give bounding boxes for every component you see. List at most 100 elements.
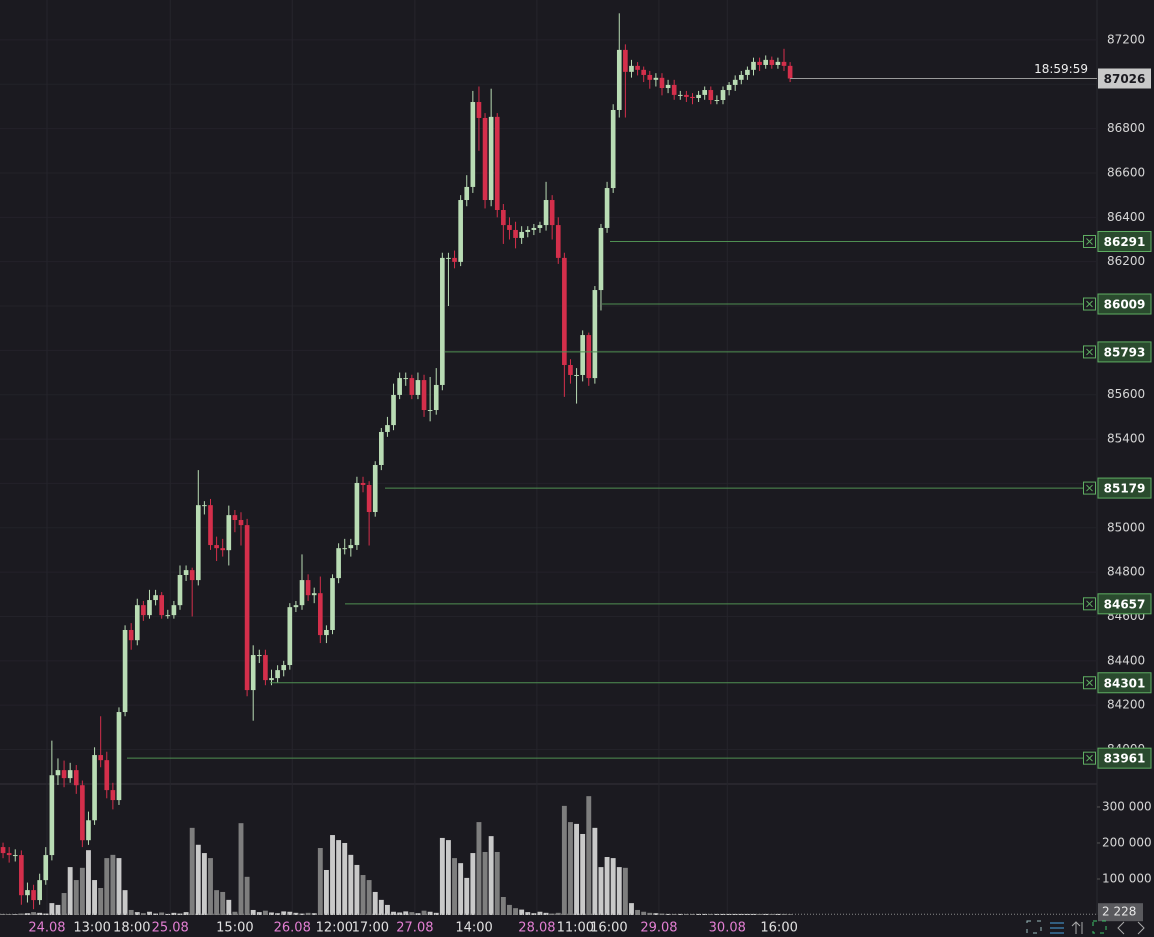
candle-body — [751, 61, 756, 70]
volume-bar — [104, 858, 110, 915]
volume-bar — [171, 912, 177, 915]
y-tick-label: 87200 — [1107, 32, 1145, 46]
candle-body — [629, 65, 634, 72]
candle-body — [519, 231, 524, 238]
volume-bar — [378, 899, 384, 915]
candle-body — [470, 102, 476, 187]
volume-bar — [464, 877, 470, 915]
candle-body — [80, 785, 85, 841]
volume-bar — [299, 913, 305, 915]
y-tick-label: 86200 — [1107, 254, 1145, 268]
candle-body — [690, 96, 695, 99]
x-tick-label: 24.08 — [28, 921, 65, 936]
volume-bar — [86, 850, 91, 915]
last-price-label: 87026 — [1104, 72, 1146, 86]
candle-body — [641, 69, 646, 75]
volume-bar — [189, 827, 195, 915]
candle-body — [226, 515, 232, 551]
volume-bar — [525, 912, 531, 915]
level-cancel-x — [1086, 484, 1093, 492]
volume-bar — [720, 913, 726, 915]
volume-tick-label: 100 000 — [1102, 871, 1152, 885]
scroll-left[interactable] — [1117, 921, 1125, 935]
volume-bar — [232, 911, 238, 915]
volume-bar — [61, 893, 67, 915]
volume-bar — [256, 912, 262, 915]
volume-bar — [647, 912, 653, 915]
x-tick-label: 29.08 — [640, 921, 677, 936]
x-tick-label: 30.08 — [709, 921, 746, 936]
x-tick-label: 18:00 — [113, 921, 150, 936]
volume-bar — [354, 864, 360, 915]
volume-bar — [531, 913, 537, 915]
candle-body — [623, 49, 628, 72]
candle-body — [171, 605, 177, 616]
volume-bar — [427, 911, 433, 915]
candle-body — [183, 570, 189, 575]
volume-bar — [147, 911, 152, 915]
level-cancel-x — [1086, 348, 1093, 356]
candle-body — [25, 890, 30, 896]
x-tick-label: 16:00 — [590, 921, 627, 936]
candle-body — [531, 227, 537, 230]
candle-body — [745, 69, 750, 75]
level-cancel-x — [1086, 300, 1093, 308]
volume-bar — [281, 911, 287, 915]
volume-bar — [452, 858, 457, 915]
volume-bar — [592, 827, 598, 915]
candle-body — [513, 229, 518, 238]
volume-bar — [574, 823, 580, 915]
volume-bar — [561, 805, 567, 915]
level-label: 86009 — [1104, 298, 1146, 312]
candle-body — [244, 525, 250, 691]
volume-bar — [159, 912, 165, 915]
toolbar[interactable] — [1026, 920, 1145, 935]
level-label-box — [1097, 230, 1152, 252]
volume-bar — [433, 912, 439, 915]
x-tick-label: 13:00 — [73, 921, 110, 936]
volume-bar — [208, 858, 213, 915]
candle-body — [671, 84, 677, 95]
candle-body — [134, 605, 140, 641]
last-volume-label: 2 228 — [1102, 905, 1136, 919]
candle-body — [409, 378, 415, 395]
volume-bar — [372, 891, 378, 915]
volume-bar — [409, 912, 415, 915]
candle-body — [787, 65, 793, 79]
volume-bar — [482, 851, 488, 915]
scale-icon[interactable] — [1071, 921, 1083, 934]
volume-bar — [220, 891, 226, 915]
volume-bar — [55, 904, 61, 915]
candle-body — [360, 482, 366, 485]
y-tick-label: 86800 — [1107, 121, 1145, 135]
candle-body — [110, 790, 116, 801]
volume-bar — [641, 911, 647, 915]
zoom-icon[interactable] — [1092, 920, 1107, 934]
scroll-right[interactable] — [1137, 921, 1145, 935]
volume-bar — [323, 869, 329, 915]
level-label-box — [1097, 747, 1152, 769]
candle-body — [433, 384, 439, 411]
candle-body — [665, 84, 671, 89]
candle-body — [440, 257, 445, 385]
volume-bar — [293, 912, 299, 915]
candle-body — [488, 116, 494, 201]
level-label-box — [1097, 293, 1152, 315]
x-tick-label: 28.08 — [518, 921, 555, 936]
volume-bar — [507, 904, 512, 915]
candle-body — [220, 548, 226, 551]
candle-body — [55, 770, 61, 776]
volume-bar — [781, 913, 787, 915]
y-tick-label: 84400 — [1107, 653, 1145, 667]
fullscreen-icon[interactable] — [1026, 920, 1042, 934]
candle-body — [494, 116, 500, 210]
candle-body — [311, 593, 317, 596]
level-label: 86291 — [1104, 235, 1146, 249]
volume-bar — [690, 913, 695, 915]
settings-icon[interactable] — [1050, 922, 1064, 934]
level-label: 85179 — [1104, 482, 1146, 496]
volume-bar — [622, 867, 628, 915]
candle-body — [275, 670, 280, 679]
volume-bar — [140, 913, 146, 915]
y-tick-label: 86400 — [1107, 210, 1145, 224]
